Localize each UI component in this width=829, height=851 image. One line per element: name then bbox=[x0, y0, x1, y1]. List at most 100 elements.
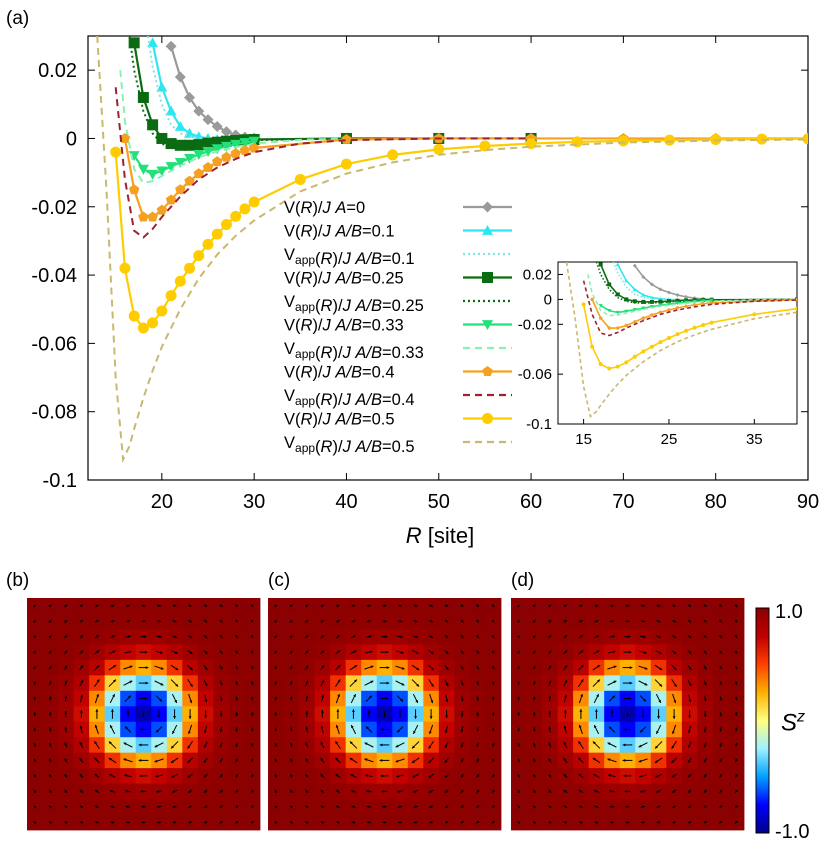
spin-arrowhead bbox=[33, 696, 37, 700]
spin-arrowhead bbox=[719, 744, 723, 747]
spin-arrowhead bbox=[444, 789, 448, 793]
spin-arrowhead bbox=[251, 743, 254, 747]
spin-arrowhead bbox=[305, 805, 309, 809]
spin-arrowhead bbox=[445, 635, 449, 639]
spin-arrowhead bbox=[170, 760, 174, 763]
series-line-6 bbox=[119, 70, 347, 184]
spin-arrowhead bbox=[189, 683, 193, 687]
spin-arrowhead bbox=[703, 774, 707, 778]
spin-arrowhead bbox=[80, 679, 84, 683]
spin-arrowhead bbox=[492, 789, 495, 793]
spin-arrowhead bbox=[703, 682, 707, 686]
spin-arrowhead bbox=[382, 805, 385, 809]
spin-arrowhead bbox=[172, 730, 175, 734]
spin-arrowhead bbox=[703, 729, 707, 733]
inset-data-point bbox=[590, 344, 595, 349]
legend-label: Vapp(R)/J A/B=0.5 bbox=[284, 434, 415, 456]
inset-data-point bbox=[607, 282, 612, 287]
spin-arrowhead bbox=[379, 758, 383, 762]
spin-arrowhead bbox=[491, 713, 495, 716]
spin-arrowhead bbox=[719, 789, 723, 793]
spin-arrowhead bbox=[144, 697, 148, 700]
spin-arrowhead bbox=[399, 604, 402, 608]
spin-arrowhead bbox=[204, 820, 208, 824]
spin-arrowhead bbox=[289, 665, 293, 669]
spin-arrowhead bbox=[188, 731, 191, 735]
spin-arrowhead bbox=[517, 696, 521, 700]
spin-arrowhead bbox=[381, 789, 385, 793]
spin-arrowhead bbox=[335, 724, 339, 728]
spin-arrowhead bbox=[142, 714, 145, 717]
spin-arrowhead bbox=[578, 724, 582, 728]
spin-arrowhead bbox=[219, 805, 223, 808]
spin-arrowhead bbox=[563, 710, 567, 713]
spin-arrowhead bbox=[251, 789, 254, 793]
inset-data-point bbox=[615, 292, 620, 297]
spin-arrowhead bbox=[412, 745, 415, 749]
data-point bbox=[202, 238, 214, 250]
spin-arrowhead bbox=[349, 741, 353, 745]
spin-arrowhead bbox=[274, 650, 277, 654]
data-point bbox=[340, 158, 352, 170]
spin-arrowhead bbox=[203, 730, 207, 734]
inset-data-point bbox=[684, 300, 689, 305]
spin-arrowhead bbox=[139, 774, 143, 778]
spin-arrowhead bbox=[734, 728, 738, 732]
spin-arrowhead bbox=[353, 694, 356, 698]
spin-arrowhead bbox=[397, 805, 401, 809]
spin-arrowhead bbox=[368, 635, 372, 639]
data-point bbox=[165, 290, 177, 302]
spin-arrowhead bbox=[250, 697, 254, 701]
spin-arrowhead bbox=[79, 774, 83, 777]
inset-series-line-5 bbox=[600, 299, 712, 314]
spin-arrowhead bbox=[305, 742, 309, 746]
spin-arrowhead bbox=[719, 619, 722, 623]
spin-arrowhead bbox=[379, 743, 383, 747]
spin-arrowhead bbox=[48, 650, 52, 654]
spin-arrowhead bbox=[219, 774, 223, 778]
inset-series-line-10 bbox=[565, 262, 797, 418]
spin-arrowhead bbox=[369, 695, 372, 699]
data-point bbox=[193, 150, 205, 161]
spin-arrowhead bbox=[430, 683, 434, 687]
spin-arrowhead bbox=[580, 693, 583, 697]
spin-arrowhead bbox=[204, 715, 208, 718]
y-tick-label: 0.02 bbox=[38, 60, 77, 82]
spin-arrowhead bbox=[95, 821, 99, 824]
spin-arrowhead bbox=[735, 805, 738, 809]
spin-arrowhead bbox=[189, 667, 193, 671]
spin-arrowhead bbox=[395, 744, 399, 748]
spin-arrowhead bbox=[428, 745, 432, 749]
spin-arrowhead bbox=[368, 619, 372, 623]
inset-data-point bbox=[598, 262, 603, 267]
spin-arrowhead bbox=[548, 665, 552, 669]
spin-arrowhead bbox=[609, 805, 613, 809]
spin-arrowhead bbox=[734, 603, 738, 607]
spin-arrowhead bbox=[219, 729, 223, 733]
x-tick-label: 40 bbox=[335, 491, 357, 513]
spin-arrowhead bbox=[125, 805, 129, 809]
spin-arrowhead bbox=[578, 790, 582, 793]
spin-arrowhead bbox=[141, 805, 144, 809]
spin-arrowhead bbox=[672, 789, 676, 793]
spin-arrowhead bbox=[64, 805, 68, 809]
spin-arrowhead bbox=[532, 650, 536, 654]
spin-arrowhead bbox=[548, 758, 552, 762]
spin-arrowhead bbox=[671, 760, 675, 764]
spin-arrowhead bbox=[476, 744, 480, 747]
spin-arrowhead bbox=[476, 650, 479, 654]
data-point bbox=[156, 166, 168, 177]
series-line-8 bbox=[114, 87, 532, 239]
spin-arrowhead bbox=[655, 745, 658, 749]
spin-arrowhead bbox=[563, 774, 567, 777]
spin-arrowhead bbox=[578, 741, 582, 745]
spin-arrowhead bbox=[641, 715, 645, 718]
spin-arrowhead bbox=[320, 710, 324, 713]
spin-arrowhead bbox=[672, 820, 676, 824]
spin-arrowhead bbox=[124, 774, 128, 777]
spin-arrowhead bbox=[64, 665, 68, 669]
spin-arrowhead bbox=[305, 665, 309, 669]
spin-arrowhead bbox=[532, 711, 536, 715]
spin-arrowhead bbox=[579, 821, 583, 824]
spin-arrowhead bbox=[320, 821, 324, 824]
